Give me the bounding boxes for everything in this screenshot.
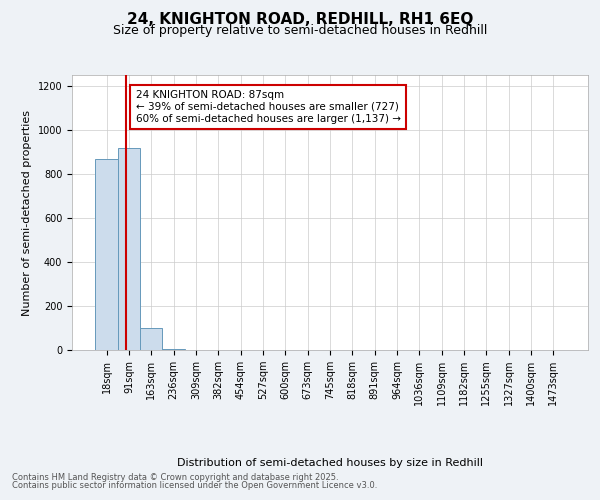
Y-axis label: Number of semi-detached properties: Number of semi-detached properties — [22, 110, 32, 316]
Text: Contains public sector information licensed under the Open Government Licence v3: Contains public sector information licen… — [12, 481, 377, 490]
Text: Size of property relative to semi-detached houses in Redhill: Size of property relative to semi-detach… — [113, 24, 487, 37]
Bar — [140, 328, 163, 350]
Bar — [95, 158, 118, 350]
Text: Distribution of semi-detached houses by size in Redhill: Distribution of semi-detached houses by … — [177, 458, 483, 468]
Text: Contains HM Land Registry data © Crown copyright and database right 2025.: Contains HM Land Registry data © Crown c… — [12, 472, 338, 482]
Bar — [118, 148, 140, 350]
Text: 24 KNIGHTON ROAD: 87sqm
← 39% of semi-detached houses are smaller (727)
60% of s: 24 KNIGHTON ROAD: 87sqm ← 39% of semi-de… — [136, 90, 401, 124]
Text: 24, KNIGHTON ROAD, REDHILL, RH1 6EQ: 24, KNIGHTON ROAD, REDHILL, RH1 6EQ — [127, 12, 473, 28]
Bar — [163, 349, 185, 350]
